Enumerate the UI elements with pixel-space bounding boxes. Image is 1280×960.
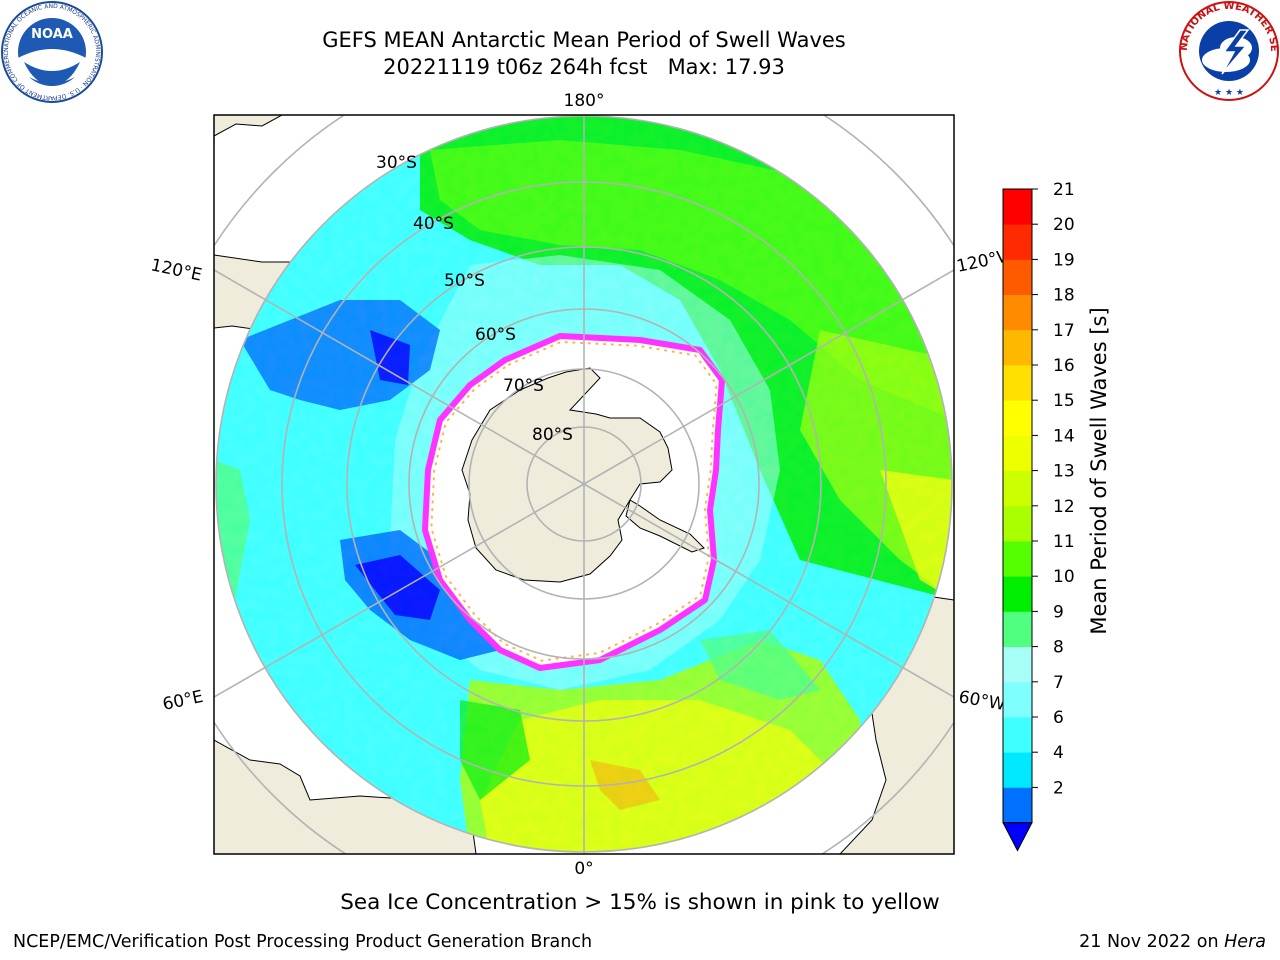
colorbar-segment (1003, 329, 1032, 366)
footer-date: 21 Nov 2022 on Hera (1079, 932, 1266, 952)
footer-date-text: 21 Nov 2022 on (1079, 932, 1219, 952)
colorbar-segment (1003, 365, 1032, 401)
colorbar-tick-label: 18 (1053, 286, 1075, 306)
svg-text:NOAA: NOAA (31, 27, 73, 42)
colorbar-segment (1003, 611, 1032, 647)
colorbar-segment (1003, 752, 1032, 788)
colorbar-segment (1003, 681, 1032, 718)
parallel-label-50s: 50°S (444, 271, 485, 291)
colorbar-segment (1003, 259, 1032, 295)
colorbar-tick-label: 20 (1053, 215, 1075, 235)
colorbar-tick-label: 14 (1053, 426, 1075, 446)
footer-machine: Hera (1224, 932, 1266, 952)
colorbar-tick-label: 10 (1053, 567, 1075, 587)
meridian-label-60w: 60°W (957, 687, 1007, 715)
meridian-label-0: 0° (574, 859, 593, 879)
colorbar-tick-label: 19 (1053, 250, 1075, 270)
colorbar-tick-label: 12 (1053, 497, 1075, 517)
parallel-label-70s: 70°S (503, 376, 544, 396)
colorbar-segment (1003, 541, 1032, 577)
colorbar-segment (1003, 224, 1032, 260)
colorbar-tick-label: 4 (1053, 743, 1064, 763)
colorbar-tick-label: 2 (1053, 778, 1064, 798)
map-title: GEFS MEAN Antarctic Mean Period of Swell… (322, 28, 846, 52)
sea-ice-caption: Sea Ice Concentration > 15% is shown in … (340, 890, 940, 915)
colorbar-tick-label: 17 (1053, 321, 1075, 341)
parallel-label-30s: 30°S (376, 153, 417, 173)
parallel-label-40s: 40°S (413, 214, 454, 234)
colorbar-segment (1003, 505, 1032, 542)
colorbar-tick-label: 8 (1053, 638, 1064, 658)
parallel-label-80s: 80°S (532, 425, 573, 445)
colorbar-tick-label: 21 (1053, 180, 1075, 200)
colorbar-segment (1003, 787, 1032, 823)
colorbar-tick-label: 13 (1053, 462, 1075, 482)
colorbar-tick-label: 15 (1053, 391, 1075, 411)
colorbar-segment (1003, 646, 1032, 683)
meridian-label-120e: 120°E (149, 255, 204, 285)
map-subtitle: 20221119 t06z 264h fcst Max: 17.93 (383, 55, 785, 79)
colorbar-segment (1003, 470, 1032, 507)
colorbar-tick-label: 11 (1053, 532, 1075, 552)
colorbar-segment (1003, 435, 1032, 471)
colorbar-segment (1003, 400, 1032, 436)
colorbar: 21 20 19 18 17 16 15 14 13 12 11 10 9 8 7 6 4 2 (1002, 180, 1075, 852)
parallel-label-60s: 60°S (475, 325, 516, 345)
meridian-label-180: 180° (564, 91, 605, 111)
colorbar-segment (1003, 576, 1032, 612)
footer-branch: NCEP/EMC/Verification Post Processing Pr… (13, 932, 593, 952)
nws-logo: NATIONAL WEATHER SERVICE ★ ★ ★ (1178, 0, 1279, 101)
svg-text:★ ★ ★: ★ ★ ★ (1214, 88, 1244, 98)
graticule (214, 115, 954, 854)
noaa-logo: NATIONAL OCEANIC AND ATMOSPHERIC ADMINIS… (0, 0, 103, 103)
colorbar-label: Mean Period of Swell Waves [s] (1087, 307, 1111, 634)
colorbar-tick-label: 6 (1053, 708, 1064, 728)
colorbar-tick-label: 9 (1053, 602, 1064, 622)
colorbar-segment (1003, 294, 1032, 331)
colorbar-extend-arrow (1002, 822, 1033, 852)
colorbar-tick-label: 16 (1053, 356, 1075, 376)
meridian-label-60e: 60°E (161, 687, 205, 715)
map-frame (213, 114, 955, 855)
colorbar-segment (1003, 717, 1032, 753)
colorbar-tick-label: 7 (1053, 673, 1064, 693)
colorbar-segment (1003, 189, 1032, 225)
